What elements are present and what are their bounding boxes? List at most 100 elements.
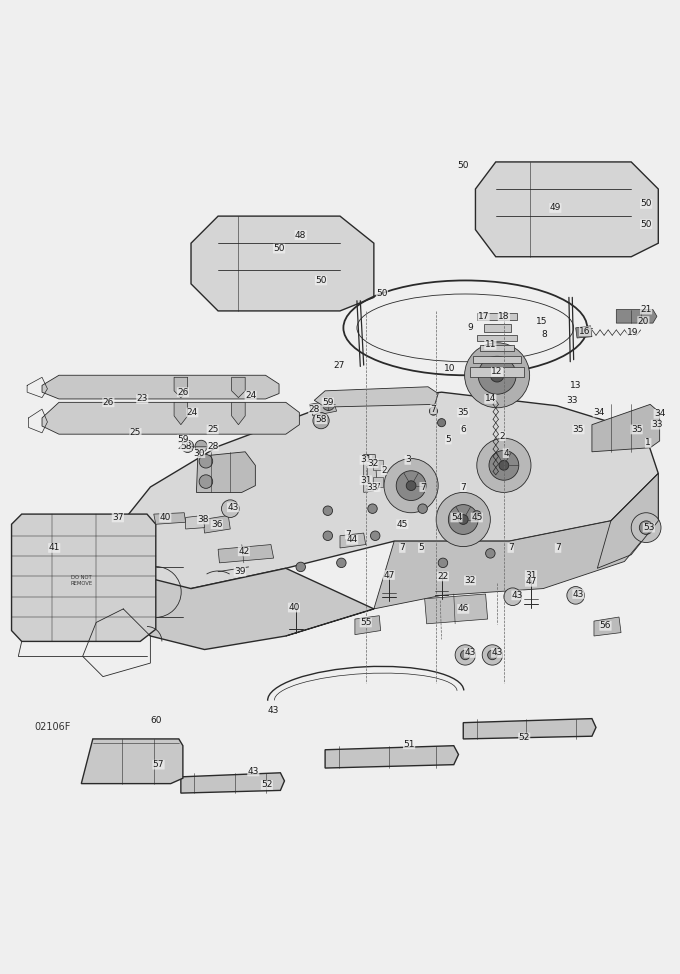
Polygon shape <box>286 473 658 636</box>
Text: 17: 17 <box>478 312 490 320</box>
Polygon shape <box>12 514 156 642</box>
Circle shape <box>429 407 437 415</box>
Text: 3: 3 <box>405 456 411 465</box>
Text: 50: 50 <box>641 200 652 208</box>
Circle shape <box>368 504 377 513</box>
Text: 26: 26 <box>103 397 114 407</box>
Text: 7: 7 <box>420 482 426 492</box>
Circle shape <box>448 505 478 535</box>
Circle shape <box>418 504 427 513</box>
Text: 14: 14 <box>485 394 496 403</box>
Polygon shape <box>197 452 256 493</box>
Text: 28: 28 <box>207 442 218 451</box>
Text: 7: 7 <box>375 482 380 492</box>
Text: 43: 43 <box>248 767 259 776</box>
Text: 30: 30 <box>193 449 205 458</box>
Circle shape <box>436 493 490 546</box>
Polygon shape <box>309 400 337 416</box>
Text: 2: 2 <box>500 431 505 440</box>
Circle shape <box>486 548 495 558</box>
Polygon shape <box>424 594 488 623</box>
Text: 16: 16 <box>579 326 591 336</box>
Circle shape <box>631 512 661 543</box>
Text: 7: 7 <box>430 404 437 414</box>
Text: 57: 57 <box>153 760 165 769</box>
Text: 42: 42 <box>238 546 250 556</box>
Text: 54: 54 <box>451 513 462 522</box>
Text: 8: 8 <box>542 330 547 339</box>
Text: 50: 50 <box>316 276 327 285</box>
Polygon shape <box>477 313 517 319</box>
Circle shape <box>195 440 207 453</box>
Polygon shape <box>314 387 438 407</box>
Text: 40: 40 <box>288 603 300 612</box>
Text: 48: 48 <box>295 231 307 240</box>
Polygon shape <box>373 460 383 470</box>
Text: 4: 4 <box>503 449 509 458</box>
Text: 35: 35 <box>631 425 643 434</box>
Text: 58: 58 <box>180 442 191 451</box>
Circle shape <box>488 651 497 659</box>
Circle shape <box>477 438 531 493</box>
Circle shape <box>437 419 445 427</box>
Text: 24: 24 <box>187 408 198 417</box>
Text: 18: 18 <box>498 312 509 320</box>
Circle shape <box>222 500 239 517</box>
Polygon shape <box>477 335 517 342</box>
Text: 43: 43 <box>227 503 239 511</box>
Text: 7: 7 <box>555 543 561 552</box>
Circle shape <box>323 506 333 515</box>
Text: 36: 36 <box>211 520 222 529</box>
Circle shape <box>455 645 475 665</box>
Text: 11: 11 <box>485 340 496 350</box>
Text: 31: 31 <box>360 456 371 465</box>
Polygon shape <box>475 162 658 257</box>
Circle shape <box>396 470 426 501</box>
Circle shape <box>478 356 516 394</box>
Circle shape <box>499 461 509 470</box>
Polygon shape <box>42 402 299 434</box>
Text: 32: 32 <box>464 576 476 585</box>
Text: 55: 55 <box>360 618 371 627</box>
Polygon shape <box>186 515 205 529</box>
Text: 59: 59 <box>322 397 334 407</box>
Polygon shape <box>616 310 657 323</box>
Text: 53: 53 <box>643 523 655 532</box>
Text: 50: 50 <box>641 220 652 229</box>
Circle shape <box>490 368 504 382</box>
Text: 02106F: 02106F <box>34 723 70 732</box>
Polygon shape <box>463 719 596 739</box>
Polygon shape <box>340 533 366 548</box>
Text: 46: 46 <box>458 605 469 614</box>
Circle shape <box>199 474 213 488</box>
Polygon shape <box>364 455 377 493</box>
Polygon shape <box>181 772 284 793</box>
Polygon shape <box>480 346 514 351</box>
Text: 12: 12 <box>492 367 503 376</box>
Text: 35: 35 <box>573 425 584 434</box>
Text: 56: 56 <box>600 621 611 630</box>
Text: 28: 28 <box>309 404 320 414</box>
Polygon shape <box>203 515 231 533</box>
Text: 32: 32 <box>367 459 378 468</box>
Text: 43: 43 <box>464 649 476 657</box>
Circle shape <box>323 531 333 541</box>
Polygon shape <box>592 404 660 452</box>
Circle shape <box>199 455 213 468</box>
Circle shape <box>438 558 447 568</box>
Text: 50: 50 <box>376 289 388 298</box>
Text: 7: 7 <box>460 482 466 492</box>
Polygon shape <box>82 739 183 784</box>
Circle shape <box>639 521 653 535</box>
Circle shape <box>337 558 346 568</box>
Text: 31: 31 <box>360 475 371 485</box>
Text: 52: 52 <box>519 733 530 742</box>
Circle shape <box>296 562 305 572</box>
Text: 15: 15 <box>536 317 547 325</box>
Text: 38: 38 <box>197 515 209 524</box>
Text: 25: 25 <box>130 429 141 437</box>
Text: 19: 19 <box>627 328 639 337</box>
Circle shape <box>458 514 468 524</box>
Text: 1: 1 <box>645 438 651 447</box>
Text: 34: 34 <box>654 409 665 419</box>
